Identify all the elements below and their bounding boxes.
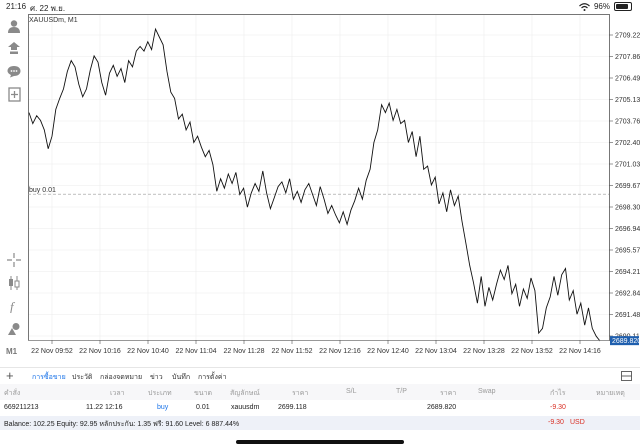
status-time: 21:16	[6, 2, 27, 11]
status-date: ศ. 22 พ.ย.	[30, 4, 66, 13]
position-symbol: xauusdm	[231, 404, 260, 411]
home-indicator	[236, 440, 404, 444]
symbol-label: XAUUSDm, M1	[29, 17, 78, 24]
price-tick-label: 2698.305	[615, 205, 640, 212]
position-size: 0.01	[196, 404, 210, 411]
time-tick-label: 22 Nov 11:04	[175, 348, 216, 355]
chart-grid	[28, 14, 609, 340]
header-swap: Swap	[478, 388, 496, 395]
current-price-label: 2689.820	[612, 338, 640, 345]
time-tick-label: 22 Nov 12:16	[319, 348, 361, 355]
header-symbol: สัญลักษณ์	[230, 390, 260, 397]
position-row[interactable]: 669211213 11.22 12:16 buy 0.01 xauusdm 2…	[0, 400, 640, 416]
account-icon[interactable]	[4, 16, 24, 36]
tab-mailbox[interactable]: กล่องจดหมาย	[100, 374, 143, 381]
time-tick-label: 22 Nov 11:28	[223, 348, 264, 355]
header-price: ราคา	[292, 390, 309, 397]
price-tick-label: 2703.765	[615, 119, 640, 126]
wifi-icon	[579, 2, 590, 11]
chart-frame	[28, 14, 610, 341]
chat-icon[interactable]	[4, 61, 24, 81]
timeframe-button[interactable]: M1	[6, 347, 18, 356]
price-tick-label: 2691.480	[615, 312, 640, 319]
price-tick-label: 2696.940	[615, 226, 640, 233]
trade-icon[interactable]	[4, 38, 24, 58]
price-chart[interactable]: buy 0.01 2709.225 2707.860 2706.495 2705.13…	[28, 14, 640, 369]
current-price-tag	[610, 336, 639, 346]
time-tick-label: 22 Nov 12:40	[367, 348, 409, 355]
time-axis: 22 Nov 09:52 22 Nov 10:16 22 Nov 10:40 22 N…	[31, 340, 601, 355]
profit-currency: USD	[570, 419, 585, 426]
tab-settings[interactable]: การตั้งค่า	[198, 374, 227, 381]
header-size: ขนาด	[194, 390, 213, 397]
price-tick-label: 2692.845	[615, 291, 640, 298]
balance-row: Balance: 102.25 Equity: 92.95 หลักประกัน…	[0, 416, 640, 430]
price-tick-label: 2706.495	[615, 76, 640, 83]
price-tick-label: 2701.035	[615, 162, 640, 169]
battery-icon	[614, 2, 632, 11]
time-tick-label: 22 Nov 11:52	[271, 348, 312, 355]
battery-percent: 96%	[593, 2, 610, 11]
balance-summary: Balance: 102.25 Equity: 92.95 หลักประกัน…	[4, 421, 240, 428]
position-open-price: 2699.118	[278, 404, 307, 411]
price-tick-label: 2705.130	[615, 97, 640, 104]
price-tick-label: 2695.575	[615, 248, 640, 255]
position-profit: -9.30	[550, 404, 566, 411]
svg-text:f: f	[10, 299, 16, 313]
header-profit: กำไร	[550, 390, 566, 397]
terminal-tab-bar: + การซื้อขาย ประวัติ กล่องจดหมาย ข่าว บั…	[0, 367, 640, 385]
crosshair-icon[interactable]	[4, 250, 24, 270]
collapse-panel-icon[interactable]	[621, 371, 632, 381]
price-tick-label: 2702.400	[615, 140, 640, 147]
candles-icon[interactable]	[4, 273, 24, 293]
header-tp: T/P	[396, 388, 407, 395]
header-current-price: ราคา	[440, 390, 457, 397]
price-tick-label: 2709.225	[615, 33, 640, 40]
tab-history[interactable]: ประวัติ	[72, 374, 93, 381]
time-tick-label: 22 Nov 13:04	[415, 348, 457, 355]
price-axis: 2709.225 2707.860 2706.495 2705.130 2703.765…	[28, 33, 640, 346]
tab-trade[interactable]: การซื้อขาย	[32, 374, 66, 381]
time-tick-label: 22 Nov 13:52	[511, 348, 553, 355]
price-tick-label: 2694.210	[615, 269, 640, 276]
time-tick-label: 22 Nov 14:16	[559, 348, 601, 355]
header-time: เวลา	[110, 390, 125, 397]
function-icon[interactable]: f	[4, 296, 24, 316]
tab-journal[interactable]: บันทึก	[172, 374, 191, 381]
position-type: buy	[157, 404, 169, 411]
position-current-price: 2689.820	[427, 404, 457, 411]
price-tick-label: 2699.670	[615, 183, 640, 190]
positions-header: คำสั่ง เวลา ประเภท ขนาด สัญลักษณ์ ราคา S…	[0, 384, 640, 400]
left-toolbar: f M1	[0, 14, 28, 367]
new-order-icon[interactable]	[4, 84, 24, 104]
header-order: คำสั่ง	[4, 390, 21, 397]
tab-news[interactable]: ข่าว	[150, 374, 163, 381]
time-tick-label: 22 Nov 13:28	[463, 348, 505, 355]
header-sl: S/L	[346, 388, 357, 395]
position-time: 11.22 12:16	[86, 404, 123, 411]
chart-canvas[interactable]: buy 0.01 2709.225 2707.860 2706.495 2705.13…	[28, 14, 640, 369]
price-series-line	[28, 27, 601, 342]
buy-line-label: buy 0.01	[29, 187, 56, 194]
time-tick-label: 22 Nov 09:52	[31, 348, 73, 355]
status-bar: 21:16 ศ. 22 พ.ย. 96%	[0, 0, 640, 14]
add-icon[interactable]: +	[6, 368, 14, 383]
position-order: 669211213	[4, 404, 39, 411]
total-profit: -9.30	[548, 419, 564, 426]
price-tick-label: 2707.860	[615, 54, 640, 61]
objects-icon[interactable]	[4, 319, 24, 339]
header-comment: หมายเหตุ	[596, 390, 625, 397]
header-type: ประเภท	[148, 390, 172, 397]
time-tick-label: 22 Nov 10:40	[127, 348, 169, 355]
time-tick-label: 22 Nov 10:16	[79, 348, 121, 355]
